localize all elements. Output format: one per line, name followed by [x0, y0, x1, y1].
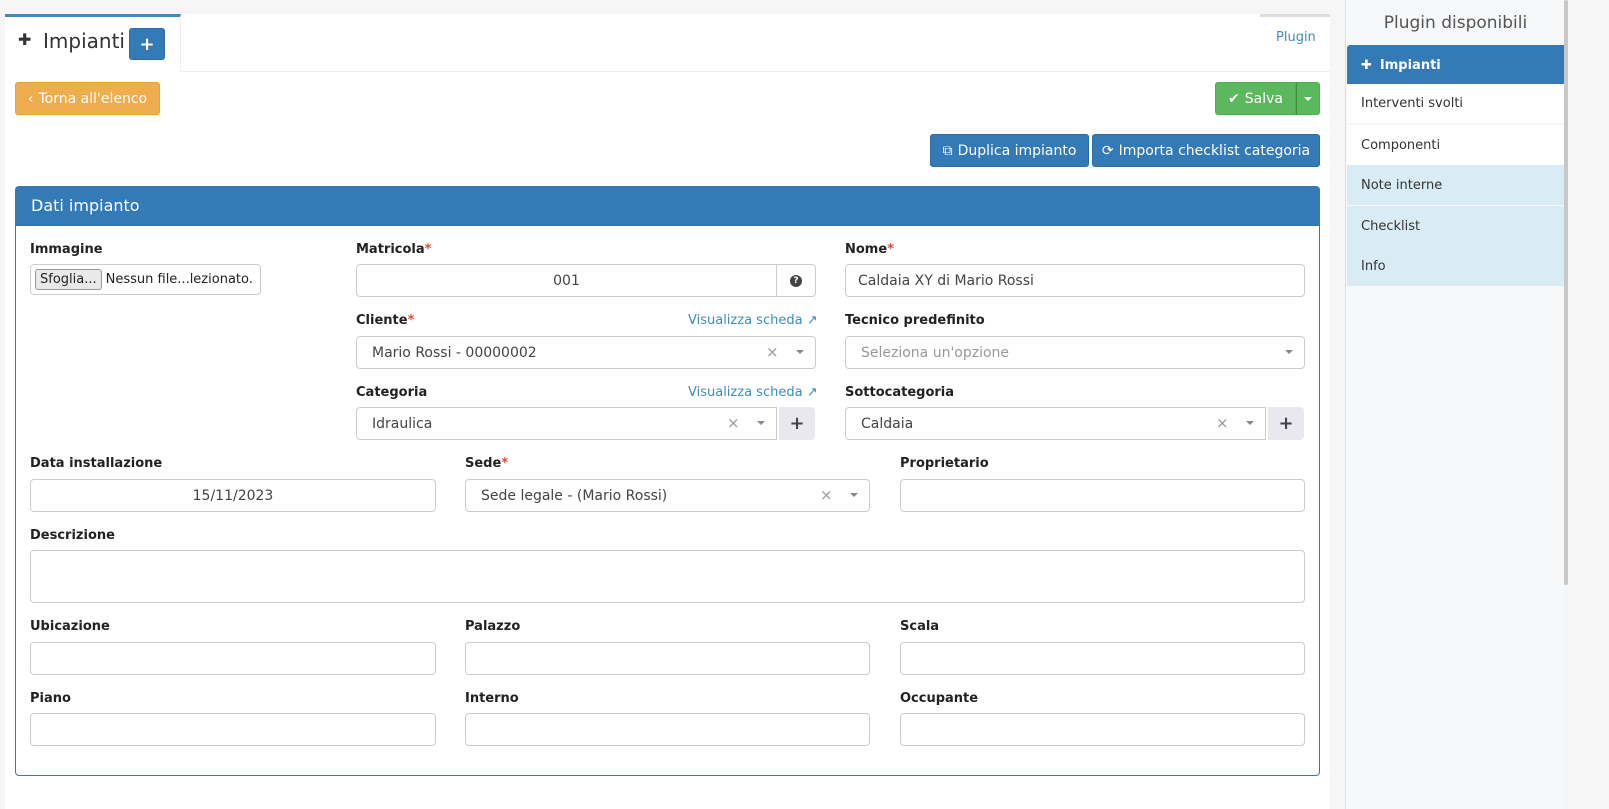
add-button[interactable]: +: [129, 28, 165, 60]
label-text: Cliente: [356, 313, 408, 328]
help-icon[interactable]: ?: [776, 264, 816, 297]
piano-input[interactable]: [30, 713, 436, 746]
sede-value: Sede legale - (Mario Rossi): [481, 487, 668, 504]
caret-down-icon: [850, 493, 858, 497]
sidebar-item-interventi[interactable]: Interventi svolti: [1347, 84, 1565, 124]
tab-title: Impianti: [43, 29, 125, 53]
panel-title: Dati impianto: [16, 187, 1319, 226]
label-scala: Scala: [900, 619, 940, 634]
matricola-input[interactable]: 001: [356, 264, 777, 297]
tab-impianti[interactable]: ✚ Impianti +: [5, 14, 181, 72]
sottocategoria-value: Caldaia: [861, 415, 914, 432]
label-ubicazione: Ubicazione: [30, 619, 110, 634]
sidebar-item-note-interne[interactable]: Note interne: [1347, 165, 1565, 205]
label-proprietario: Proprietario: [900, 456, 989, 471]
sidebar-title: Plugin disponibili: [1383, 13, 1528, 33]
data-installazione-input[interactable]: 15/11/2023: [30, 479, 436, 512]
tecnico-select[interactable]: Seleziona un'opzione: [845, 336, 1305, 369]
add-categoria-button[interactable]: +: [779, 407, 815, 440]
cliente-value: Mario Rossi - 00000002: [372, 344, 537, 361]
link-text: Visualizza scheda: [688, 313, 803, 328]
label-cliente: Cliente*: [356, 313, 414, 328]
check-icon: ✔: [1228, 90, 1240, 107]
save-label: Salva: [1244, 90, 1283, 107]
clear-icon[interactable]: ×: [766, 343, 779, 361]
image-file-input[interactable]: Sfoglia... Nessun file...lezionato.: [30, 264, 261, 295]
required-mark: *: [424, 242, 432, 257]
palazzo-input[interactable]: [465, 642, 870, 675]
clear-icon[interactable]: ×: [820, 486, 833, 504]
add-sottocategoria-button[interactable]: +: [1268, 407, 1304, 440]
browse-button[interactable]: Sfoglia...: [35, 269, 102, 290]
clear-icon[interactable]: ×: [727, 414, 740, 432]
file-status: Nessun file...lezionato.: [105, 272, 253, 287]
label-sottocategoria: Sottocategoria: [845, 385, 955, 400]
sede-select[interactable]: Sede legale - (Mario Rossi): [465, 479, 870, 512]
label-interno: Interno: [465, 691, 519, 706]
item-label: Impianti: [1379, 57, 1441, 73]
link-text: Visualizza scheda: [688, 385, 803, 400]
plugin-tab-border: [1260, 14, 1330, 17]
duplicate-label: Duplica impianto: [957, 142, 1077, 159]
sidebar-item-componenti[interactable]: Componenti: [1347, 125, 1565, 165]
scala-input[interactable]: [900, 642, 1305, 675]
caret-down-icon: [796, 350, 804, 354]
label-immagine: Immagine: [30, 242, 103, 257]
categoria-visualizza-link[interactable]: Visualizza scheda ↗: [688, 385, 818, 400]
chevron-left-icon: ‹: [27, 90, 34, 107]
label-palazzo: Palazzo: [465, 619, 521, 634]
label-occupante: Occupante: [900, 691, 979, 706]
label-text: Sede: [465, 456, 502, 471]
required-mark: *: [887, 242, 894, 257]
clear-icon[interactable]: ×: [1216, 414, 1229, 432]
plugin-link[interactable]: Plugin: [1276, 30, 1316, 45]
required-mark: *: [407, 313, 415, 328]
descrizione-textarea[interactable]: [30, 550, 1305, 603]
import-checklist-button[interactable]: ⟳ Importa checklist categoria: [1092, 134, 1320, 167]
divider: [181, 71, 1330, 72]
puzzle-icon: ✚: [1361, 57, 1372, 73]
label-matricola: Matricola*: [356, 242, 431, 257]
label-data-installazione: Data installazione: [30, 456, 163, 471]
categoria-select[interactable]: Idraulica: [356, 407, 777, 440]
interno-input[interactable]: [465, 713, 870, 746]
nome-input[interactable]: Caldaia XY di Mario Rossi: [845, 264, 1305, 297]
save-button[interactable]: ✔ Salva: [1215, 82, 1296, 115]
refresh-icon: ⟳: [1101, 142, 1114, 159]
external-link-icon: ↗: [806, 313, 818, 328]
sidebar-item-info[interactable]: Info: [1347, 246, 1565, 286]
save-dropdown-toggle[interactable]: [1296, 82, 1320, 115]
label-text: Matricola: [356, 242, 425, 257]
required-mark: *: [501, 456, 509, 471]
label-sede: Sede*: [465, 456, 508, 471]
duplicate-button[interactable]: ⧉ Duplica impianto: [930, 134, 1089, 167]
cliente-visualizza-link[interactable]: Visualizza scheda ↗: [688, 313, 818, 328]
caret-down-icon: [757, 421, 765, 425]
caret-down-icon: [1246, 421, 1254, 425]
label-categoria: Categoria: [356, 385, 428, 400]
label-text: Nome: [845, 242, 888, 257]
categoria-value: Idraulica: [372, 415, 433, 432]
proprietario-input[interactable]: [900, 479, 1305, 512]
sidebar-item-impianti[interactable]: ✚ Impianti: [1347, 45, 1565, 85]
label-descrizione: Descrizione: [30, 528, 115, 543]
label-piano: Piano: [30, 691, 71, 706]
puzzle-icon: ✚: [18, 30, 32, 49]
back-label: Torna all'elenco: [38, 90, 148, 107]
label-nome: Nome*: [845, 242, 894, 257]
caret-down-icon: [1285, 350, 1293, 354]
caret-down-icon: [1304, 96, 1312, 101]
cliente-select[interactable]: Mario Rossi - 00000002: [356, 336, 816, 369]
sidebar-scrollbar[interactable]: [1564, 0, 1568, 585]
ubicazione-input[interactable]: [30, 642, 436, 675]
external-link-icon: ↗: [806, 385, 818, 400]
back-button[interactable]: ‹ Torna all'elenco: [15, 82, 160, 115]
sottocategoria-select[interactable]: Caldaia: [845, 407, 1266, 440]
sidebar-item-checklist[interactable]: Checklist: [1347, 206, 1565, 246]
label-tecnico: Tecnico predefinito: [845, 313, 985, 328]
occupante-input[interactable]: [900, 713, 1305, 746]
import-label: Importa checklist categoria: [1118, 142, 1311, 159]
copy-icon: ⧉: [942, 142, 953, 159]
